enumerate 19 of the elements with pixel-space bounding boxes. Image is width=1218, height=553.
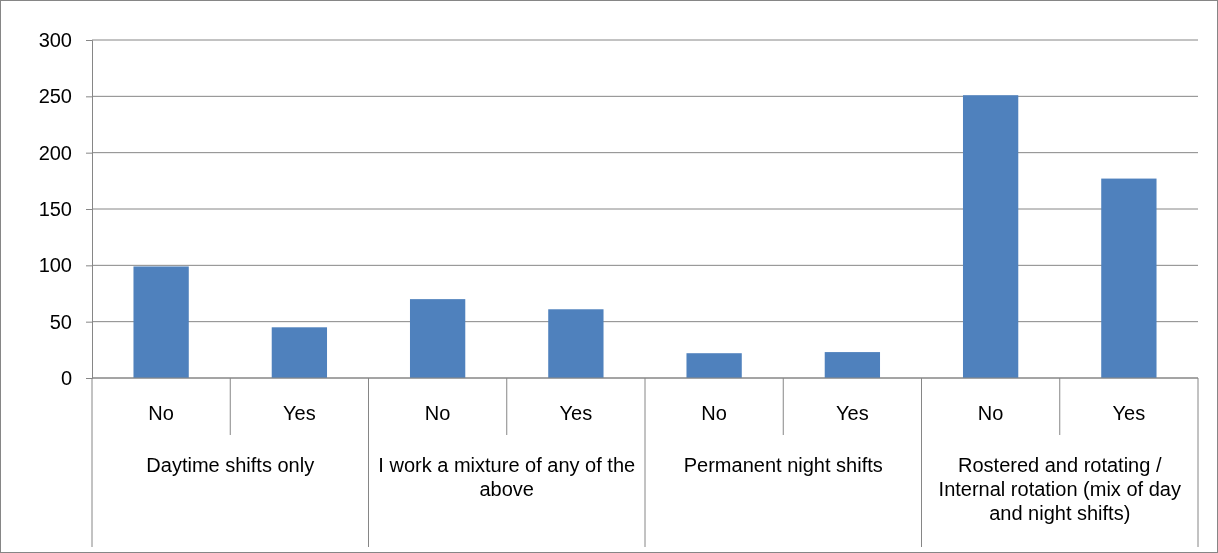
text: I work a mixture of any of the above <box>378 454 636 500</box>
y-tick-label: 250 <box>38 85 72 108</box>
x-tick-label: Yes <box>1112 402 1146 424</box>
x-tick-label: No <box>977 402 1004 424</box>
y-tick-label: 50 <box>49 310 72 333</box>
x-tick-label: No <box>701 402 727 424</box>
y-tick-label: 300 <box>38 28 72 51</box>
text: Permanent night shifts <box>683 454 883 476</box>
x-tick-label: Yes <box>836 402 869 424</box>
text: Daytime shifts only <box>146 454 315 476</box>
y-tick-label: 0 <box>60 366 72 389</box>
y-tick-label: 100 <box>38 254 72 277</box>
x-tick-label: No <box>424 402 451 424</box>
x-tick-label: Yes <box>559 402 593 424</box>
text: Rostered and rotating / Internal rotation (mix of day and night shifts) <box>938 454 1181 524</box>
x-tick-label: No <box>148 402 174 424</box>
y-tick-label: 150 <box>38 197 72 220</box>
x-tick-label: Yes <box>283 402 316 424</box>
y-tick-label: 200 <box>38 141 72 164</box>
